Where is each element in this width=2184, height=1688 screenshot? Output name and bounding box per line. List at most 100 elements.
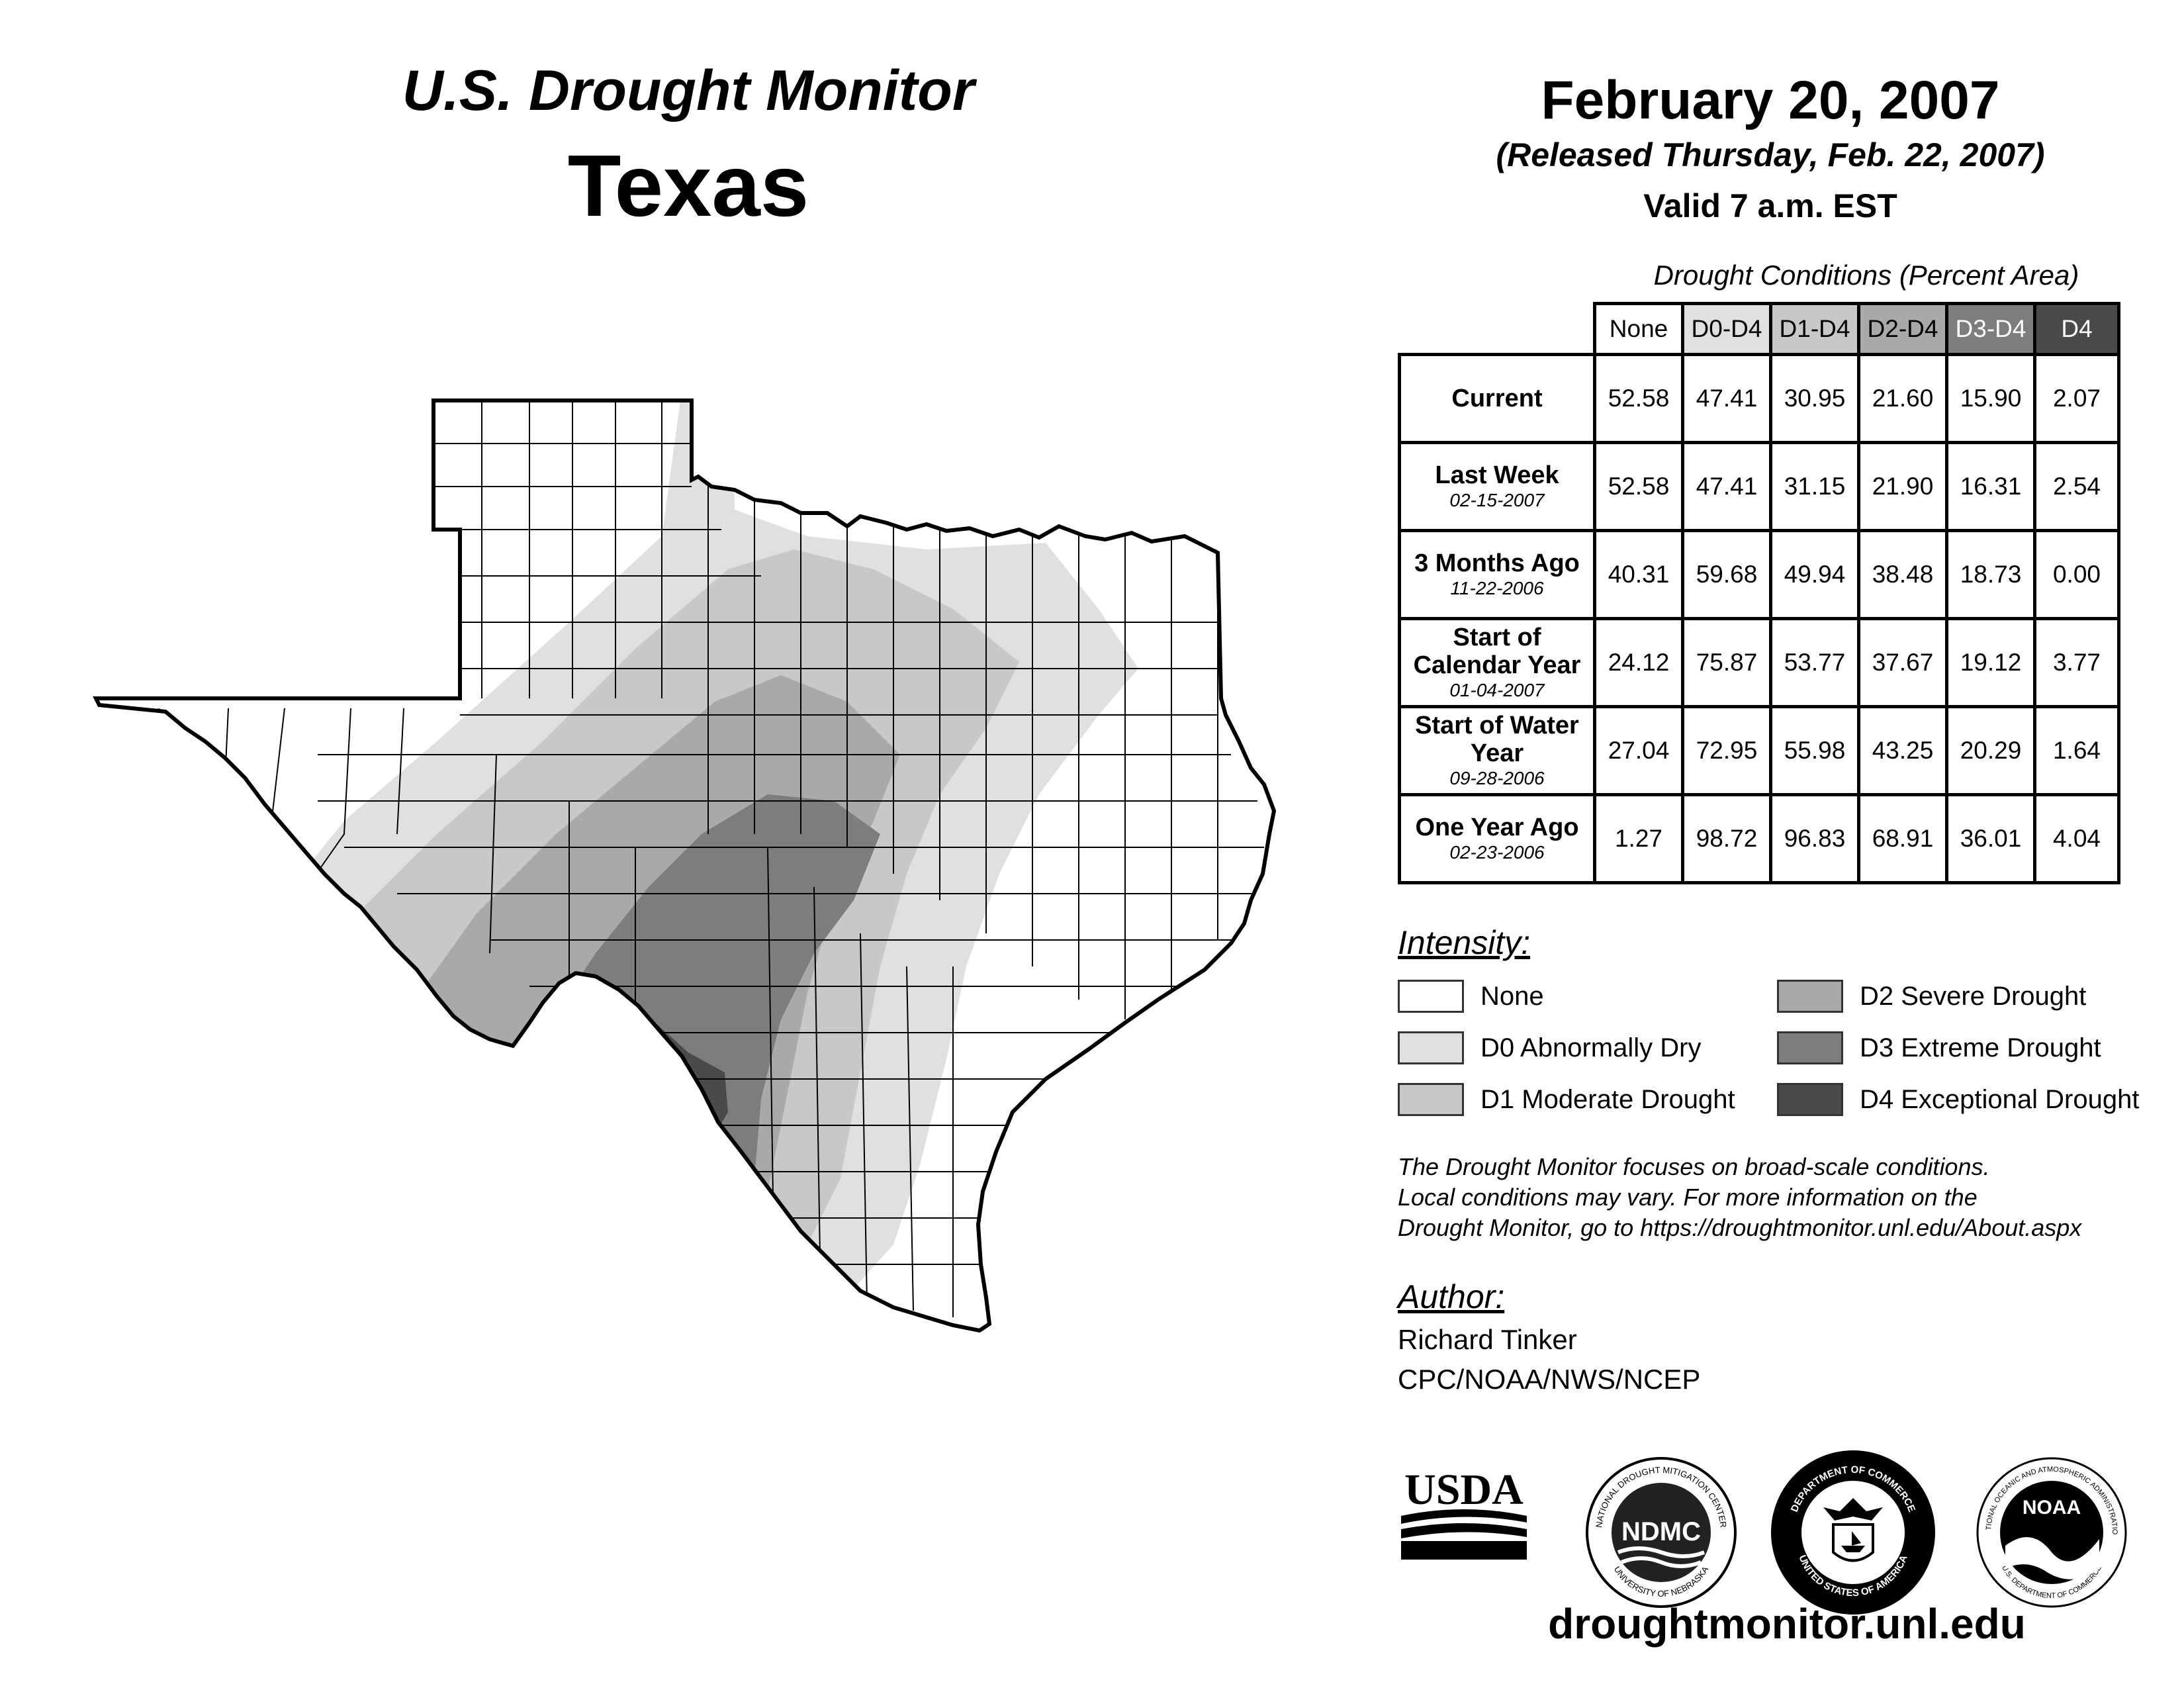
usda-logo-text: USDA <box>1404 1466 1524 1514</box>
legend-swatch <box>1777 980 1843 1013</box>
legend-label: D1 Moderate Drought <box>1480 1084 1735 1114</box>
table-cell: 38.48 <box>1857 529 1948 620</box>
title-drought-monitor: U.S. Drought Monitor <box>402 59 975 122</box>
release-date: (Released Thursday, Feb. 22, 2007) <box>1496 136 2045 173</box>
legend-label: None <box>1480 981 1544 1011</box>
author-heading: Author: <box>1398 1278 1505 1315</box>
legend-item-d0: D0 Abnormally Dry <box>1398 1028 1701 1068</box>
table-corner <box>1399 303 1596 356</box>
eagle-icon <box>1823 1498 1883 1521</box>
drought-conditions-table: None D0-D4 D1-D4 D2-D4 D3-D4 D4 Current … <box>1398 302 2120 884</box>
legend-item-none: None <box>1398 976 1544 1016</box>
author-name: Richard Tinker <box>1398 1324 1577 1355</box>
table-cell: 68.91 <box>1857 793 1948 884</box>
table-cell: 19.12 <box>1945 617 2036 708</box>
table-cell: 15.90 <box>1945 353 2036 444</box>
legend-item-d3: D3 Extreme Drought <box>1777 1028 2101 1068</box>
legend-item-d4: D4 Exceptional Drought <box>1777 1080 2139 1119</box>
legend-label: D4 Exceptional Drought <box>1860 1084 2140 1114</box>
table-caption: Drought Conditions (Percent Area) <box>1653 259 2079 291</box>
table-cell: 30.95 <box>1769 353 1860 444</box>
legend-swatch <box>1398 1083 1464 1116</box>
col-header-d3-d4: D3-D4 <box>1945 302 2036 356</box>
table-cell: 37.67 <box>1857 617 1948 708</box>
noaa-bird-icon <box>2005 1537 2099 1579</box>
col-header-d0-d4: D0-D4 <box>1681 302 1772 356</box>
row-label: Current <box>1398 353 1596 444</box>
note-line: Local conditions may vary. For more info… <box>1398 1184 1978 1211</box>
usda-logo: USDA <box>1401 1466 1527 1560</box>
table-cell: 98.72 <box>1681 793 1772 884</box>
table-cell: 55.98 <box>1769 705 1860 796</box>
col-header-d1-d4: D1-D4 <box>1769 302 1860 356</box>
table-cell: 24.12 <box>1593 617 1684 708</box>
table-cell: 36.01 <box>1945 793 2036 884</box>
noaa-logo: NATIONAL OCEANIC AND ATMOSPHERIC ADMINIS… <box>1972 1453 2127 1608</box>
shield-icon <box>1832 1523 1874 1562</box>
legend-swatch <box>1398 980 1464 1013</box>
col-header-d4: D4 <box>2033 302 2120 356</box>
table-row-last-week: Last Week 02-15-2007 52.58 47.41 31.15 21… <box>1398 441 2120 532</box>
legend-label: D0 Abnormally Dry <box>1480 1033 1702 1062</box>
row-label: One Year Ago 02-23-2006 <box>1398 793 1596 884</box>
table-row-start-calendar-year: Start of Calendar Year 01-04-2007 24.12 7… <box>1398 617 2120 708</box>
table-cell: 49.94 <box>1769 529 1860 620</box>
legend-swatch <box>1777 1083 1843 1116</box>
col-header-d2-d4: D2-D4 <box>1857 302 1948 356</box>
row-label: Last Week 02-15-2007 <box>1398 441 1596 532</box>
table-cell: 4.04 <box>2033 793 2120 884</box>
noaa-logo-text: NOAA <box>2023 1497 2081 1519</box>
table-cell: 47.41 <box>1681 441 1772 532</box>
table-cell: 1.64 <box>2033 705 2120 796</box>
table-cell: 2.07 <box>2033 353 2120 444</box>
table-cell: 47.41 <box>1681 353 1772 444</box>
department-of-commerce-logo: DEPARTMENT OF COMMERCE UNITED STATES OF … <box>1771 1450 1935 1615</box>
row-label: 3 Months Ago 11-22-2006 <box>1398 529 1596 620</box>
table-cell: 96.83 <box>1769 793 1860 884</box>
table-cell: 21.60 <box>1857 353 1948 444</box>
legend-label: D2 Severe Drought <box>1860 981 2087 1011</box>
row-label: Start of Calendar Year 01-04-2007 <box>1398 617 1596 708</box>
table-cell: 59.68 <box>1681 529 1772 620</box>
note-line: Drought Monitor, go to https://droughtmo… <box>1398 1214 2082 1241</box>
table-cell: 31.15 <box>1769 441 1860 532</box>
col-header-none: None <box>1593 302 1684 356</box>
table-cell: 16.31 <box>1945 441 2036 532</box>
valid-time: Valid 7 a.m. EST <box>1643 187 1897 224</box>
intensity-heading: Intensity: <box>1398 924 1531 961</box>
footer-url[interactable]: droughtmonitor.unl.edu <box>1548 1600 2026 1648</box>
table-cell: 40.31 <box>1593 529 1684 620</box>
ndmc-logo: NATIONAL DROUGHT MITIGATION CENTER UNIVE… <box>1586 1457 1737 1608</box>
table-row-current: Current 52.58 47.41 30.95 21.60 15.90 2.… <box>1398 353 2120 444</box>
table-cell: 1.27 <box>1593 793 1684 884</box>
table-cell: 43.25 <box>1857 705 1948 796</box>
texas-drought-map <box>66 371 1403 1536</box>
table-row-one-year-ago: One Year Ago 02-23-2006 1.27 98.72 96.83 … <box>1398 793 2120 884</box>
table-row-start-water-year: Start of Water Year 09-28-2006 27.04 72.9… <box>1398 705 2120 796</box>
row-label: Start of Water Year 09-28-2006 <box>1398 705 1596 796</box>
table-cell: 72.95 <box>1681 705 1772 796</box>
legend-item-d1: D1 Moderate Drought <box>1398 1080 1735 1119</box>
table-cell: 2.54 <box>2033 441 2120 532</box>
table-cell: 52.58 <box>1593 441 1684 532</box>
note-line: The Drought Monitor focuses on broad-sca… <box>1398 1153 1990 1180</box>
disclaimer-note: The Drought Monitor focuses on broad-sca… <box>1398 1152 2165 1243</box>
author-org: CPC/NOAA/NWS/NCEP <box>1398 1364 1701 1395</box>
table-cell: 52.58 <box>1593 353 1684 444</box>
table-cell: 18.73 <box>1945 529 2036 620</box>
legend-label: D3 Extreme Drought <box>1860 1033 2101 1062</box>
ndmc-logo-text: NDMC <box>1621 1517 1701 1546</box>
table-cell: 3.77 <box>2033 617 2120 708</box>
table-cell: 20.29 <box>1945 705 2036 796</box>
legend-swatch <box>1398 1031 1464 1064</box>
legend-swatch <box>1777 1031 1843 1064</box>
title-state: Texas <box>567 137 809 234</box>
table-cell: 75.87 <box>1681 617 1772 708</box>
table-cell: 53.77 <box>1769 617 1860 708</box>
table-cell: 0.00 <box>2033 529 2120 620</box>
map-date: February 20, 2007 <box>1541 70 2000 130</box>
table-cell: 27.04 <box>1593 705 1684 796</box>
table-cell: 21.90 <box>1857 441 1948 532</box>
table-row-3-months-ago: 3 Months Ago 11-22-2006 40.31 59.68 49.94… <box>1398 529 2120 620</box>
legend-item-d2: D2 Severe Drought <box>1777 976 2086 1016</box>
